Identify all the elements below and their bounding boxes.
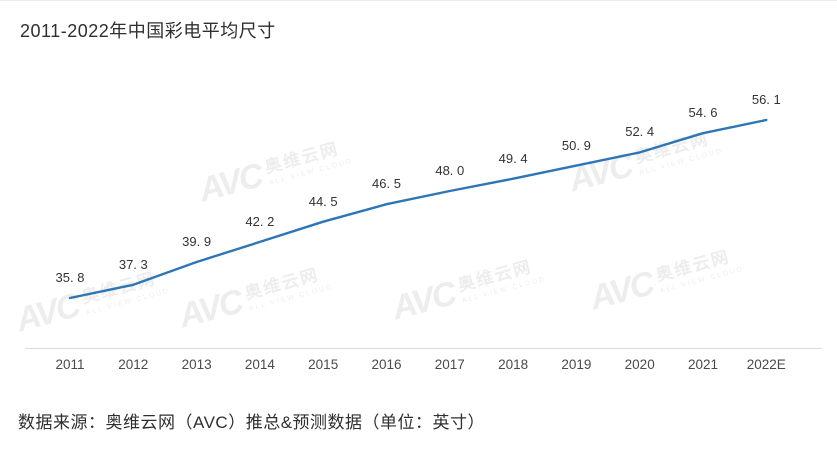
- data-label-2019: 50. 9: [561, 137, 591, 153]
- x-tick-label-2016: 2016: [371, 357, 402, 372]
- chart-title: 2011-2022年中国彩电平均尺寸: [20, 21, 276, 41]
- data-label-2016: 46. 5: [372, 176, 401, 192]
- x-tick-label-2015: 2015: [308, 357, 339, 372]
- x-tick-label-2013: 2013: [181, 357, 212, 372]
- x-tick-label-2017: 2017: [434, 357, 465, 372]
- x-tick-label-2018: 2018: [498, 357, 529, 372]
- data-label-2011: 35. 8: [55, 270, 85, 285]
- x-tick-label-2022E: 2022E: [746, 357, 786, 372]
- data-label-2014: 42. 2: [245, 213, 275, 229]
- x-tick-label-2014: 2014: [244, 357, 275, 372]
- x-tick-label-2019: 2019: [561, 357, 592, 372]
- x-tick-label-2021: 2021: [687, 357, 719, 372]
- data-label-2021: 54. 6: [688, 105, 718, 121]
- x-tick-label-2020: 2020: [624, 357, 655, 372]
- average-size-line-series: [68, 118, 768, 300]
- x-tick-label-2011: 2011: [55, 357, 85, 372]
- source-note: 数据来源：奥维云网（AVC）推总&预测数据（单位：英寸）: [18, 413, 486, 432]
- x-tick-label-2012: 2012: [118, 357, 149, 372]
- data-label-2013: 39. 9: [182, 234, 212, 250]
- data-label-2018: 49. 4: [498, 150, 528, 166]
- data-label-2020: 52. 4: [625, 124, 655, 140]
- data-label-2012: 37. 3: [118, 256, 148, 272]
- data-label-2015: 44. 5: [308, 193, 338, 209]
- data-label-2022E: 56. 1: [751, 92, 781, 107]
- x-axis-line: [25, 348, 822, 349]
- data-label-2017: 48. 0: [435, 163, 465, 179]
